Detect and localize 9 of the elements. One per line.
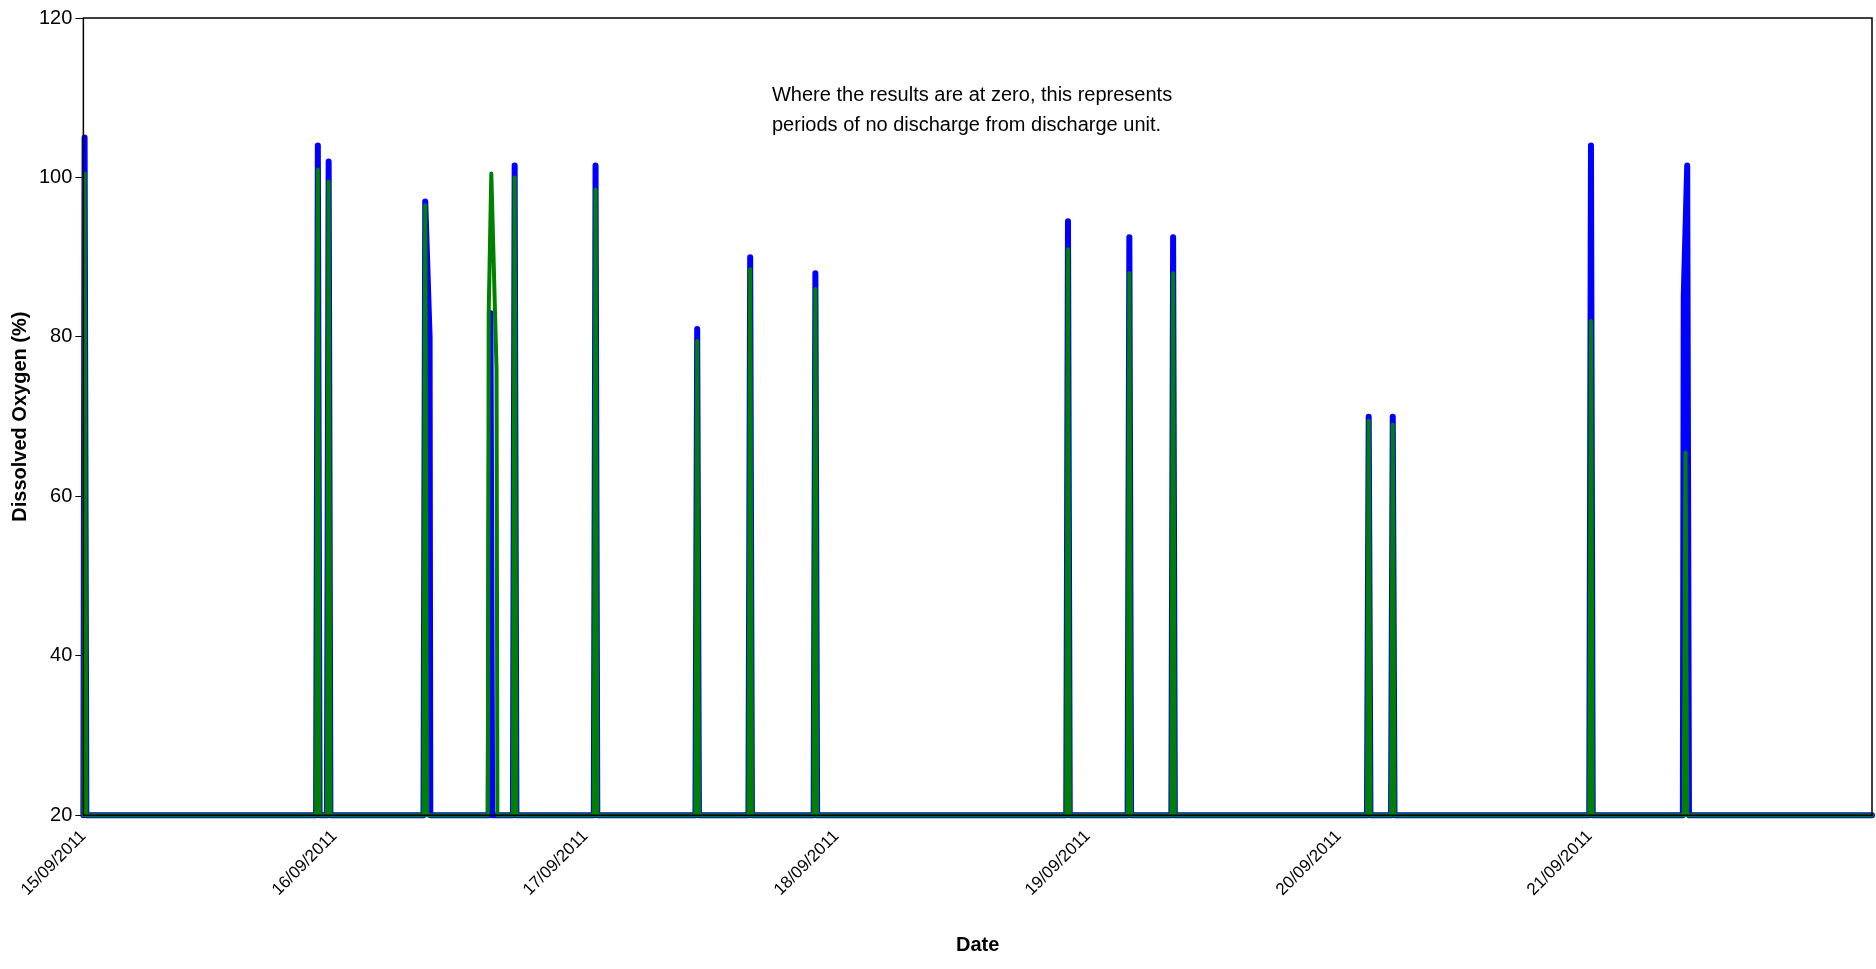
annotation: Where the results are at zero, this represents periods of no discharge from discharge unit.: [771, 83, 1173, 136]
y-tick-label: 40: [50, 643, 73, 666]
y-tick-label: 120: [38, 5, 73, 28]
y-axis-title: Dissolved Oxygen (%): [7, 311, 30, 522]
y-tick-label: 20: [50, 802, 73, 825]
y-tick-label: 80: [50, 324, 73, 347]
y-tick-label: 60: [50, 483, 73, 506]
y-tick-label: 100: [38, 164, 73, 187]
x-axis-title: Date: [956, 932, 1000, 955]
